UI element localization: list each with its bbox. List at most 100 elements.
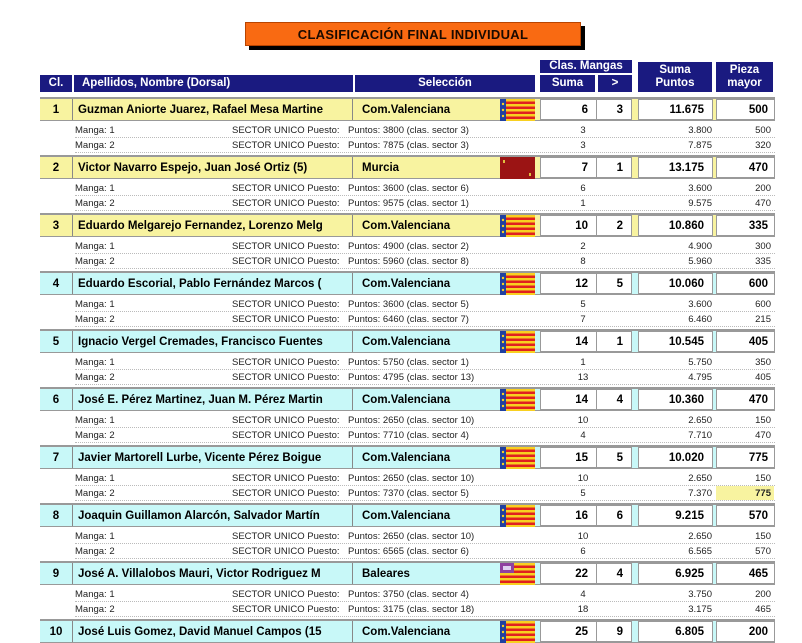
header-gt: > xyxy=(598,75,632,92)
manga-detail: Puntos: 9575 (clas. sector 1) xyxy=(348,197,469,209)
manga-row: Manga: 2 SECTOR UNICO Puesto: Puntos: 6460… xyxy=(75,312,775,327)
manga-puesto: 5 xyxy=(580,298,586,310)
rank: 3 xyxy=(40,215,73,236)
participant-name: José Luis Gomez, David Manuel Campos (15 xyxy=(73,621,353,642)
header-suma-puntos: Suma Puntos xyxy=(638,62,712,92)
manga-puntos: 5.960 xyxy=(688,255,712,267)
manga-label: Manga: 1 xyxy=(75,588,115,600)
header-name: Apellidos, Nombre (Dorsal) xyxy=(74,75,353,92)
manga-puesto: 10 xyxy=(577,530,589,542)
gt: 6 xyxy=(596,505,632,526)
header-clas-mangas: Clas. Mangas xyxy=(540,60,632,73)
pieza-mayor: 570 xyxy=(716,505,775,526)
rank: 10 xyxy=(40,621,73,642)
table-row[interactable]: 1 Guzman Aniorte Juarez, Rafael Mesa Mart… xyxy=(40,97,775,121)
pieza-mayor: 600 xyxy=(716,273,775,294)
manga-detail: Puntos: 3800 (clas. sector 3) xyxy=(348,124,469,136)
manga-row: Manga: 2 SECTOR UNICO Puesto: Puntos: 6565… xyxy=(75,544,775,559)
manga-pieza: 405 xyxy=(755,371,771,383)
manga-label: Manga: 2 xyxy=(75,197,115,209)
manga-puntos: 6.565 xyxy=(688,545,712,557)
participant-name: José E. Pérez Martinez, Juan M. Pérez Ma… xyxy=(73,389,353,410)
gt: 2 xyxy=(596,215,632,236)
manga-pieza: 150 xyxy=(755,530,771,542)
manga-puntos: 2.650 xyxy=(688,530,712,542)
table-row[interactable]: 7 Javier Martorell Lurbe, Vicente Pérez B… xyxy=(40,445,775,469)
manga-puesto: 6 xyxy=(580,182,586,194)
suma-puntos: 11.675 xyxy=(638,99,713,120)
page-title: CLASIFICACIÓN FINAL INDIVIDUAL xyxy=(245,22,581,46)
manga-puesto: 2 xyxy=(580,240,586,252)
pieza-mayor: 500 xyxy=(716,99,775,120)
manga-puesto: 13 xyxy=(577,371,589,383)
table-row[interactable]: 10 José Luis Gomez, David Manuel Campos (… xyxy=(40,619,775,643)
participant-name: Ignacio Vergel Cremades, Francisco Fuent… xyxy=(73,331,353,352)
sector-label: SECTOR UNICO Puesto: xyxy=(232,124,340,136)
table-row[interactable]: 9 José A. Villalobos Mauri, Victor Rodrig… xyxy=(40,561,775,585)
manga-puntos: 6.460 xyxy=(688,313,712,325)
manga-puntos: 7.370 xyxy=(688,487,712,499)
valencia-flag-icon xyxy=(500,99,535,121)
manga-detail: Puntos: 6565 (clas. sector 6) xyxy=(348,545,469,557)
manga-pieza: 215 xyxy=(755,313,771,325)
suma: 25 xyxy=(540,621,597,642)
baleares-flag-icon xyxy=(500,563,535,585)
manga-puntos: 4.900 xyxy=(688,240,712,252)
selection: Murcia xyxy=(362,161,400,174)
gt: 5 xyxy=(596,273,632,294)
selection: Com.Valenciana xyxy=(362,625,451,638)
manga-label: Manga: 1 xyxy=(75,472,115,484)
manga-label: Manga: 2 xyxy=(75,487,115,499)
selection: Com.Valenciana xyxy=(362,451,451,464)
rank: 7 xyxy=(40,447,73,468)
manga-row: Manga: 2 SECTOR UNICO Puesto: Puntos: 5960… xyxy=(75,254,775,269)
gt: 4 xyxy=(596,563,632,584)
gt: 1 xyxy=(596,157,632,178)
manga-puntos: 2.650 xyxy=(688,414,712,426)
selection: Com.Valenciana xyxy=(362,509,451,522)
rank: 8 xyxy=(40,505,73,526)
manga-pieza: 300 xyxy=(755,240,771,252)
manga-puesto: 1 xyxy=(580,197,586,209)
suma-puntos: 6.925 xyxy=(638,563,713,584)
header-selection: Selección xyxy=(355,75,535,92)
manga-label: Manga: 2 xyxy=(75,313,115,325)
manga-pieza: 570 xyxy=(755,545,771,557)
manga-puntos: 7.710 xyxy=(688,429,712,441)
pieza-mayor: 405 xyxy=(716,331,775,352)
suma-puntos: 10.060 xyxy=(638,273,713,294)
table-row[interactable]: 6 José E. Pérez Martinez, Juan M. Pérez M… xyxy=(40,387,775,411)
header-pieza-mayor: Pieza mayor xyxy=(716,62,773,92)
manga-detail: Puntos: 4795 (clas. sector 13) xyxy=(348,371,475,383)
table-row[interactable]: 5 Ignacio Vergel Cremades, Francisco Fuen… xyxy=(40,329,775,353)
manga-puesto: 4 xyxy=(580,429,586,441)
rank: 2 xyxy=(40,157,73,178)
manga-puesto: 8 xyxy=(580,255,586,267)
manga-row: Manga: 1 SECTOR UNICO Puesto: Puntos: 5750… xyxy=(75,355,775,370)
participant-name: José A. Villalobos Mauri, Victor Rodrigu… xyxy=(73,563,353,584)
manga-pieza: 320 xyxy=(755,139,771,151)
manga-puntos: 5.750 xyxy=(688,356,712,368)
sector-label: SECTOR UNICO Puesto: xyxy=(232,530,340,542)
manga-pieza: 200 xyxy=(755,588,771,600)
suma: 15 xyxy=(540,447,597,468)
manga-puntos: 4.795 xyxy=(688,371,712,383)
manga-puntos: 2.650 xyxy=(688,472,712,484)
manga-detail: Puntos: 7875 (clas. sector 3) xyxy=(348,139,469,151)
table-row[interactable]: 8 Joaquin Guillamon Alarcón, Salvador Mar… xyxy=(40,503,775,527)
manga-label: Manga: 1 xyxy=(75,414,115,426)
table-row[interactable]: 3 Eduardo Melgarejo Fernandez, Lorenzo Me… xyxy=(40,213,775,237)
rank: 5 xyxy=(40,331,73,352)
murcia-flag-icon xyxy=(500,157,535,179)
manga-detail: Puntos: 3600 (clas. sector 5) xyxy=(348,298,469,310)
valencia-flag-icon xyxy=(500,621,535,643)
manga-pieza: 200 xyxy=(755,182,771,194)
table-row[interactable]: 2 Victor Navarro Espejo, Juan José Ortiz … xyxy=(40,155,775,179)
gt: 4 xyxy=(596,389,632,410)
pieza-mayor: 465 xyxy=(716,563,775,584)
sector-label: SECTOR UNICO Puesto: xyxy=(232,429,340,441)
table-row[interactable]: 4 Eduardo Escorial, Pablo Fernández Marco… xyxy=(40,271,775,295)
manga-row: Manga: 1 SECTOR UNICO Puesto: Puntos: 3800… xyxy=(75,123,775,138)
manga-label: Manga: 1 xyxy=(75,240,115,252)
sector-label: SECTOR UNICO Puesto: xyxy=(232,588,340,600)
